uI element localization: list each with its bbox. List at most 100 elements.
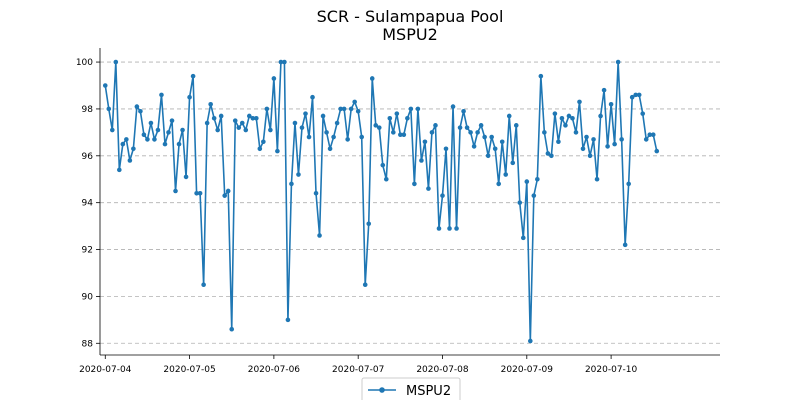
data-point <box>594 176 600 182</box>
data-point <box>254 116 259 121</box>
data-point <box>615 59 621 65</box>
data-point <box>580 146 586 152</box>
data-point <box>124 137 129 142</box>
data-point <box>317 233 322 238</box>
data-point <box>369 76 375 81</box>
data-point <box>278 59 284 65</box>
data-point <box>531 193 537 198</box>
series-line <box>104 61 658 342</box>
data-point <box>499 139 505 145</box>
data-point <box>250 116 256 121</box>
data-point <box>141 132 147 138</box>
data-point <box>412 181 417 187</box>
data-point <box>183 174 189 180</box>
data-point <box>306 134 312 140</box>
data-point <box>383 176 389 182</box>
x-tick-label: 2020-07-04 <box>79 365 132 375</box>
x-tick-label: 2020-07-09 <box>501 365 554 375</box>
legend[interactable]: MSPU2 <box>361 377 461 400</box>
y-axis-ticks: 88 90 92 94 96 98 100 <box>76 58 100 349</box>
data-point <box>619 137 624 142</box>
legend-label: MSPU2 <box>406 384 451 399</box>
data-point <box>268 127 273 133</box>
data-point <box>264 106 270 112</box>
y-tick-label: 98 <box>82 105 94 115</box>
data-point <box>380 162 386 168</box>
data-point <box>338 106 343 112</box>
data-point <box>334 120 340 126</box>
data-point <box>640 111 646 116</box>
y-tick-label: 96 <box>82 152 94 162</box>
data-point <box>303 111 308 116</box>
data-point <box>162 141 168 147</box>
data-point <box>577 99 582 105</box>
x-tick-label: 2020-07-05 <box>163 365 215 375</box>
data-point <box>271 76 277 81</box>
y-tick-label: 94 <box>82 199 94 209</box>
data-point <box>601 87 607 93</box>
legend-box <box>361 377 461 400</box>
data-point <box>131 146 136 152</box>
x-tick-label: 2020-07-07 <box>332 365 384 375</box>
data-point <box>570 116 575 121</box>
data-point <box>587 153 593 159</box>
data-point <box>492 146 498 152</box>
data-point <box>176 141 182 147</box>
data-point <box>282 59 287 65</box>
data-point <box>643 137 649 142</box>
data-point <box>591 137 596 142</box>
data-point <box>106 106 112 112</box>
data-point <box>152 137 157 142</box>
data-point <box>211 116 217 121</box>
y-tick-label: 88 <box>82 339 94 349</box>
data-point <box>633 92 638 98</box>
data-point <box>225 188 231 194</box>
data-point <box>296 172 301 177</box>
data-point <box>510 160 516 166</box>
data-point <box>528 338 533 344</box>
data-point <box>471 144 477 149</box>
x-tick-label: 2020-07-10 <box>585 365 638 375</box>
data-point <box>218 113 224 119</box>
data-point <box>489 134 494 140</box>
data-point <box>194 191 199 196</box>
data-point <box>468 130 473 135</box>
data-point <box>310 94 315 100</box>
data-point <box>215 127 220 133</box>
data-point <box>612 141 617 147</box>
data-point <box>626 181 631 187</box>
data-point <box>552 111 558 116</box>
data-point <box>243 127 249 133</box>
data-point <box>180 127 185 133</box>
data-point <box>236 125 242 130</box>
data-point <box>563 123 568 128</box>
data-point <box>159 92 164 98</box>
data-point <box>520 235 526 241</box>
data-point <box>239 120 245 126</box>
data-point <box>345 137 350 142</box>
data-point <box>127 158 133 163</box>
data-point <box>257 146 263 152</box>
x-axis-ticks: 2020-07-04 2020-07-05 2020-07-06 2020-07-07… <box>79 355 638 375</box>
data-point <box>348 106 354 112</box>
data-point <box>443 146 449 152</box>
data-point <box>313 191 319 196</box>
data-point <box>373 123 379 128</box>
data-point <box>320 113 326 119</box>
data-point <box>401 132 407 138</box>
data-point <box>366 221 372 227</box>
data-point <box>605 144 610 149</box>
data-point <box>622 242 628 248</box>
data-point <box>299 125 305 130</box>
data-point <box>608 101 614 107</box>
data-point <box>542 130 547 135</box>
data-point <box>324 130 329 135</box>
chart-title: SCR - Sulampapua Pool <box>317 7 504 26</box>
data-point <box>440 193 445 198</box>
data-point <box>148 120 154 126</box>
legend-point-marker <box>379 387 385 393</box>
data-point <box>394 111 400 116</box>
data-point <box>341 106 347 112</box>
data-point <box>524 179 530 184</box>
